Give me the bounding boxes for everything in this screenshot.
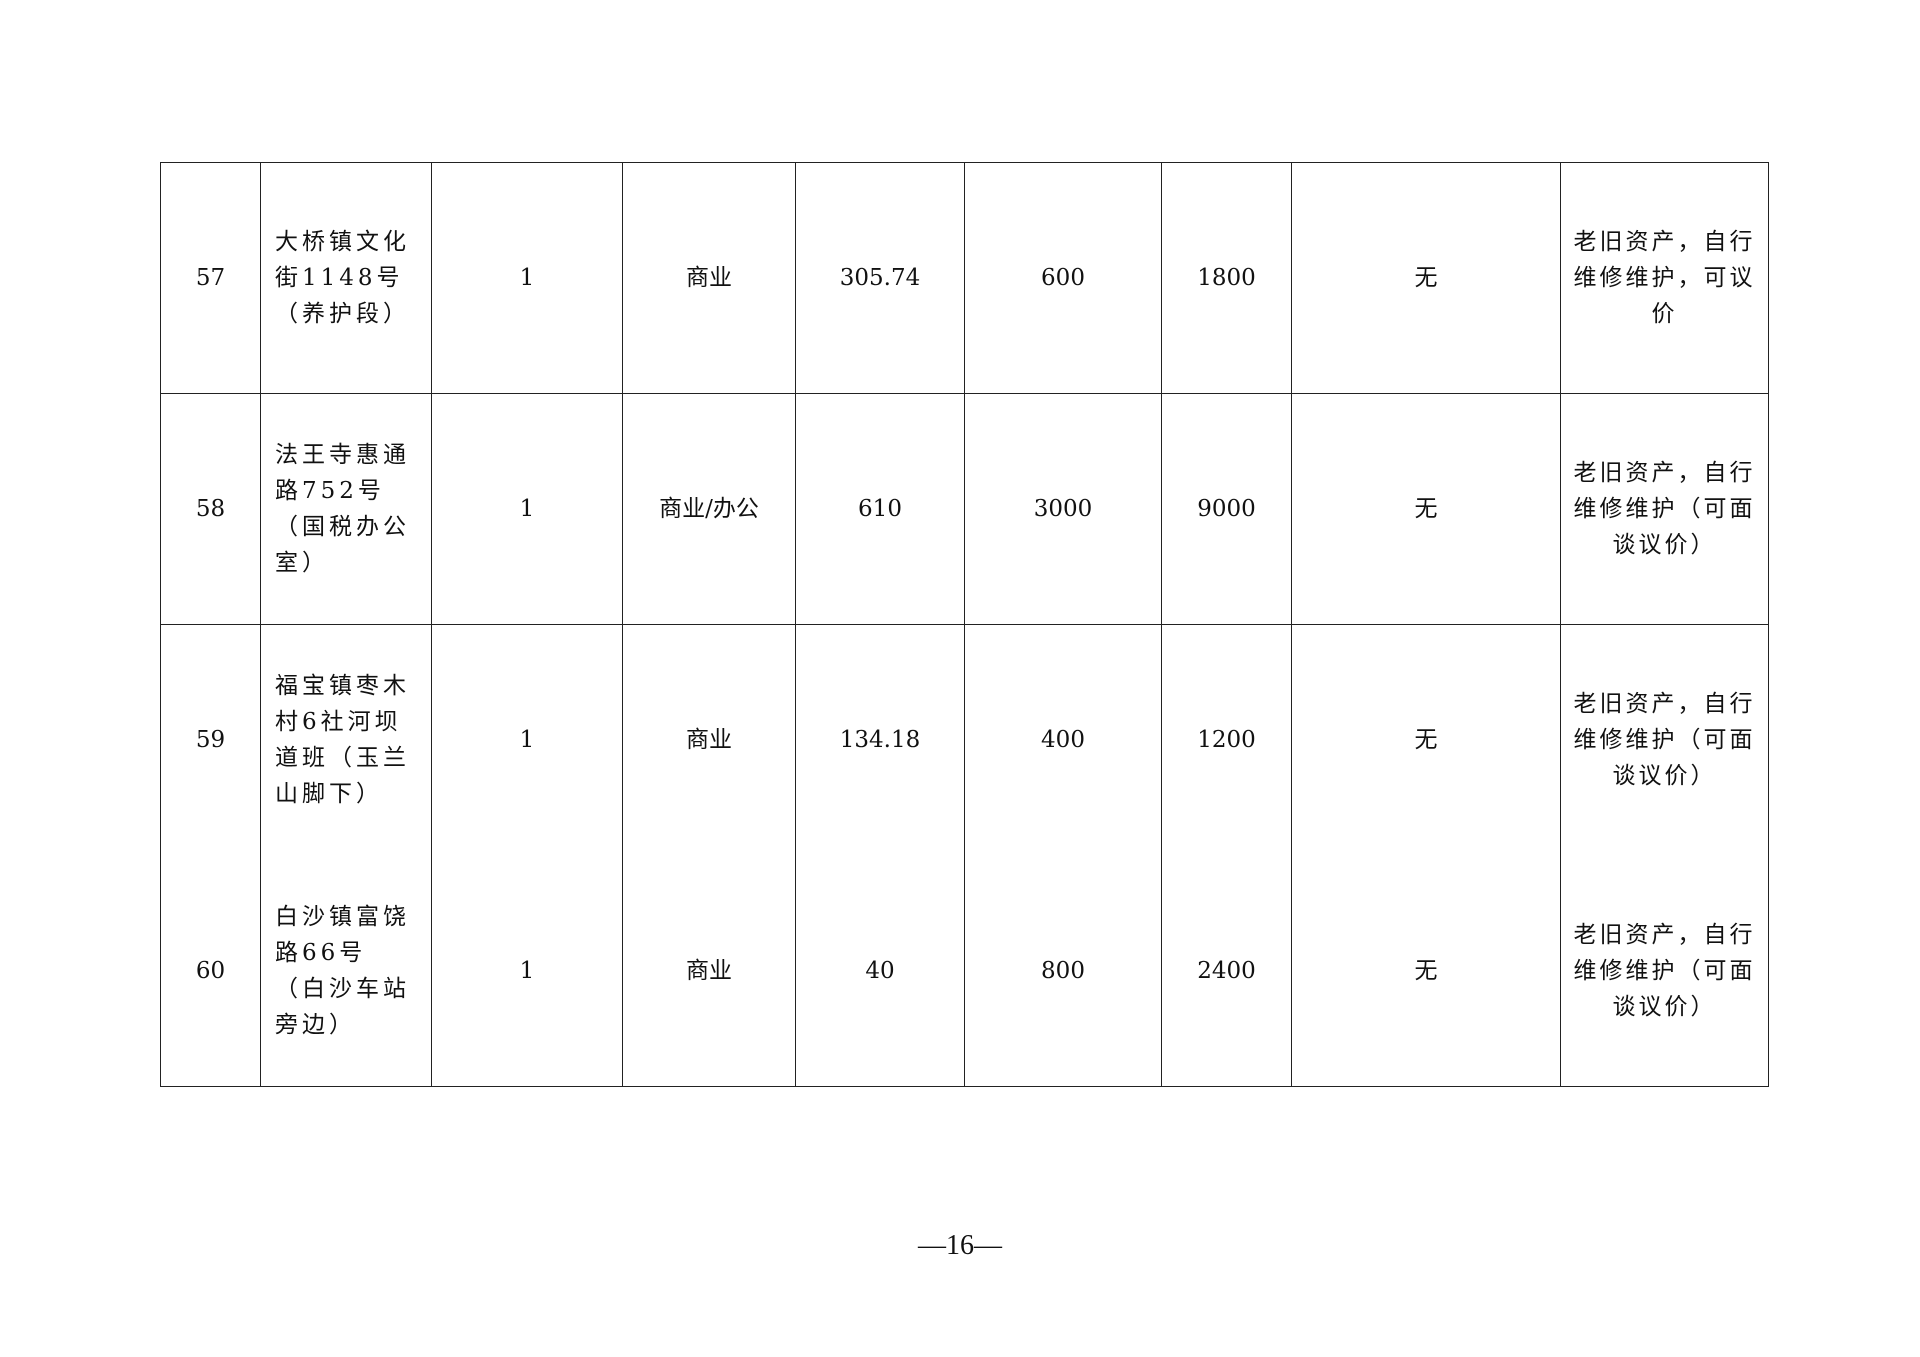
deposit-cell: 9000: [1161, 393, 1292, 625]
row-number: 59: [160, 624, 261, 856]
note-cell: 老旧资产，自行维修维护，可议价: [1560, 162, 1769, 394]
deposit-cell: 2400: [1161, 855, 1292, 1087]
row-number: 57: [160, 162, 261, 394]
count-cell: 1: [431, 855, 623, 1087]
table-row: 60 白沙镇富饶路66号（白沙车站旁边） 1 商业 40 800 2400 无老旧资产，自行维…: [160, 855, 1769, 1087]
encumbrance-cell: 无: [1291, 162, 1561, 394]
use-cell: 商业: [622, 855, 796, 1087]
use-cell: 商业/办公: [622, 393, 796, 625]
deposit-cell: 1800: [1161, 162, 1292, 394]
table-row: 58 法王寺惠通路752号（国税办公室） 1 商业/办公 610 3000 9000 无老旧资…: [160, 393, 1769, 625]
address-cell: 白沙镇富饶路66号（白沙车站旁边）: [260, 855, 432, 1087]
price-cell: 3000: [964, 393, 1162, 625]
use-cell: 商业: [622, 162, 796, 394]
address-cell: 大桥镇文化街1148号（养护段）: [260, 162, 432, 394]
area-cell: 40: [795, 855, 965, 1087]
page-number: —16—: [918, 1230, 1002, 1261]
count-cell: 1: [431, 162, 623, 394]
note-cell: 老旧资产，自行维修维护（可面谈议价）: [1560, 855, 1769, 1087]
use-cell: 商业: [622, 624, 796, 856]
row-number: 60: [160, 855, 261, 1087]
price-cell: 800: [964, 855, 1162, 1087]
encumbrance-cell: 无: [1291, 855, 1561, 1087]
area-cell: 610: [795, 393, 965, 625]
area-cell: 134.18: [795, 624, 965, 856]
area-cell: 305.74: [795, 162, 965, 394]
encumbrance-cell: 无: [1291, 393, 1561, 625]
asset-table: 57 大桥镇文化街1148号（养护段） 1 商业 305.74 600 1800 无老旧资产，…: [160, 162, 1769, 1087]
encumbrance-cell: 无: [1291, 624, 1561, 856]
count-cell: 1: [431, 393, 623, 625]
address-cell: 法王寺惠通路752号（国税办公室）: [260, 393, 432, 625]
address-cell: 福宝镇枣木村6社河坝道班（玉兰山脚下）: [260, 624, 432, 856]
note-cell: 老旧资产，自行维修维护（可面谈议价）: [1560, 624, 1769, 856]
row-number: 58: [160, 393, 261, 625]
note-cell: 老旧资产，自行维修维护（可面谈议价）: [1560, 393, 1769, 625]
price-cell: 400: [964, 624, 1162, 856]
count-cell: 1: [431, 624, 623, 856]
deposit-cell: 1200: [1161, 624, 1292, 856]
table-row: 57 大桥镇文化街1148号（养护段） 1 商业 305.74 600 1800 无老旧资产，…: [160, 162, 1769, 394]
price-cell: 600: [964, 162, 1162, 394]
table-row: 59 福宝镇枣木村6社河坝道班（玉兰山脚下） 1 商业 134.18 400 1200 无老旧…: [160, 624, 1769, 856]
